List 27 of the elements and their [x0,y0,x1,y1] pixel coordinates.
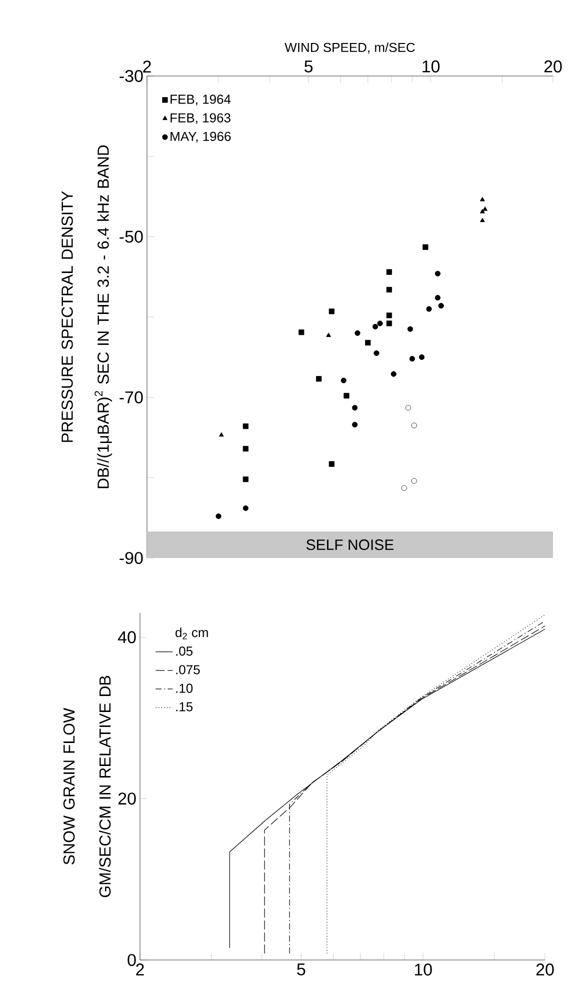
y-tick-label: -70 [120,391,143,404]
legend-label: FEB, 1964 [170,94,231,106]
y-tick-label: -30 [120,70,143,82]
legend-label: .05 [176,646,193,656]
x-tick-label: 2 [143,60,151,72]
x-tick-label: 2 [136,964,144,976]
legend-label: FEB, 1963 [170,113,230,124]
legend-title: d$_{2}$ cm [176,628,208,640]
band-label: SELF NOISE [306,539,394,550]
x-tick-label: 10 [422,60,440,72]
y-tick-label: 20 [118,792,136,805]
legend-label: .075 [176,665,200,674]
y-tick-label: -90 [120,552,143,564]
y-tick-label: 40 [118,631,136,644]
x-tick-label: 5 [304,60,313,72]
x-axis-title: WIND SPEED, m/SEC [284,42,415,54]
legend-label: .10 [176,684,193,693]
text: SNOW GRAIN FLOW GM/SEC/CM IN RELATIVE DB [63,676,111,898]
text: PRESSURE SPECTRAL DENSITY DB//(1μBAR)$^{2}$ SEC IN THE 3.2 - 6.4 kHz BAND [62,145,112,488]
x-tick-label: 20 [536,964,554,976]
legend-label: .15 [176,702,193,712]
legend-label: MAY, 1966 [170,132,231,143]
y-tick-label: -50 [120,230,143,243]
y-tick-label: 0 [128,954,136,966]
x-tick-label: 20 [544,60,562,72]
x-tick-label: 5 [297,964,306,976]
x-tick-label: 10 [414,964,432,976]
